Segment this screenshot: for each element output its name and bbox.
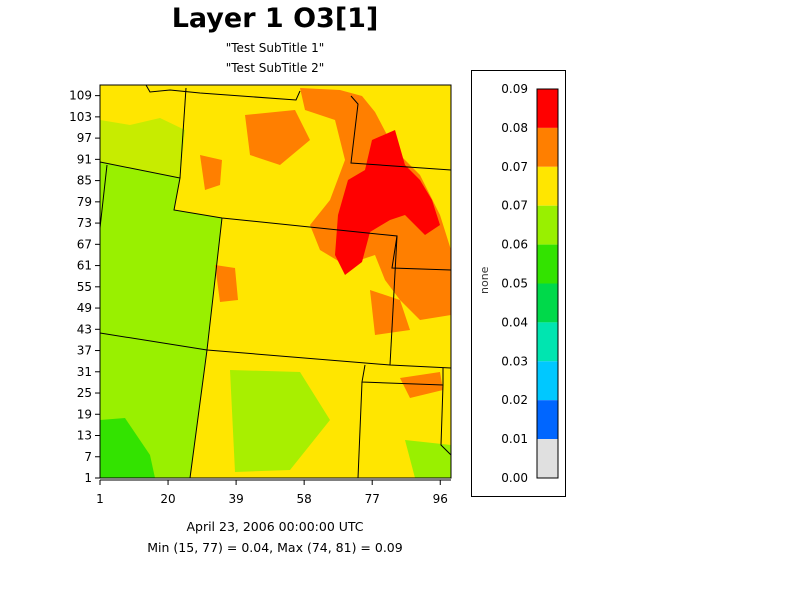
y-tick-label: 31	[77, 365, 92, 379]
colorbar-unit-label: none	[478, 266, 491, 294]
y-tick-label: 109	[69, 89, 92, 103]
x-tick-label: 39	[228, 492, 243, 506]
region-low-east	[405, 440, 451, 478]
region-max	[335, 130, 440, 275]
y-tick-label: 1	[84, 471, 92, 485]
region-low-west	[100, 162, 222, 478]
minmax-label: Min (15, 77) = 0.04, Max (74, 81) = 0.09	[147, 540, 403, 555]
state-boundary	[357, 381, 363, 478]
region-high-center	[370, 290, 410, 335]
state-boundary	[145, 85, 301, 101]
plot-frame	[99, 84, 452, 479]
axes: 1 7 13 19 25 31 37 43 49 55 61 67 73 79 85 91 97 103 109 1 2…	[69, 89, 451, 506]
y-tick-label: 49	[77, 301, 92, 315]
y-tick-label: 7	[84, 450, 92, 464]
y-tick-label: 55	[77, 280, 92, 294]
chart-title: Layer 1 O3[1]	[171, 3, 379, 34]
state-boundary	[100, 164, 108, 229]
state-boundary	[100, 332, 451, 369]
state-boundary	[350, 95, 451, 171]
y-tick-label: 37	[77, 344, 92, 358]
x-tick-label: 1	[96, 492, 104, 506]
state-boundary	[179, 87, 187, 179]
state-boundaries	[100, 85, 451, 478]
y-tick-label: 67	[77, 237, 92, 251]
y-tick-label: 25	[77, 386, 92, 400]
region-low-south	[230, 370, 330, 472]
state-boundary	[361, 364, 444, 386]
y-tick-label: 97	[77, 131, 92, 145]
y-tick-label: 91	[77, 152, 92, 166]
x-tick-label: 20	[160, 492, 175, 506]
region-high-north	[245, 110, 310, 165]
x-tick-label: 58	[297, 492, 312, 506]
date-label: April 23, 2006 00:00:00 UTC	[186, 519, 364, 534]
region-lowest	[100, 418, 155, 478]
y-tick-label: 43	[77, 322, 92, 336]
y-tick-label: 73	[77, 216, 92, 230]
y-tick-label: 61	[77, 259, 92, 273]
region-high-southeast	[400, 372, 443, 398]
x-tick-label: 77	[365, 492, 380, 506]
region-high-small	[200, 155, 222, 190]
chart-subtitle-2: "Test SubTitle 2"	[225, 61, 325, 75]
region-low-north	[100, 118, 185, 178]
y-tick-label: 85	[77, 174, 92, 188]
x-tick-label: 96	[433, 492, 448, 506]
state-boundary	[389, 235, 398, 366]
state-boundary	[440, 384, 451, 456]
y-tick-label: 19	[77, 407, 92, 421]
map-layer	[100, 85, 451, 478]
y-tick-label: 13	[77, 429, 92, 443]
y-tick-label: 103	[69, 110, 92, 124]
chart-subtitle-1: "Test SubTitle 1"	[225, 41, 325, 55]
colorbar-frame	[471, 70, 566, 497]
region-high-west	[215, 265, 238, 302]
y-tick-label: 79	[77, 195, 92, 209]
